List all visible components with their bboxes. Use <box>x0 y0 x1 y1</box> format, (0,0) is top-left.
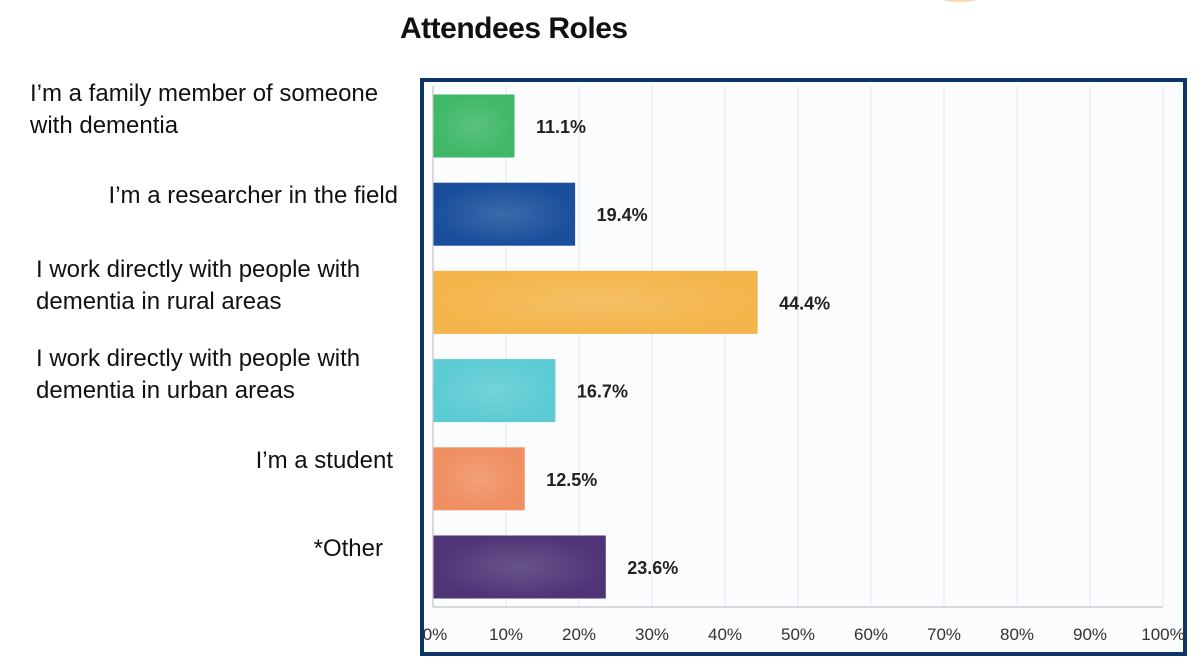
x-tick-label: 20% <box>562 625 596 644</box>
x-tick-label: 70% <box>927 625 961 644</box>
x-tick-label: 90% <box>1073 625 1107 644</box>
bar <box>433 182 576 246</box>
x-tick-label: 100% <box>1141 625 1184 644</box>
x-tick-label: 30% <box>635 625 669 644</box>
category-label: I work directly with people with <box>36 256 361 284</box>
bar <box>433 94 515 158</box>
category-label: I’m a family member of someone <box>30 80 379 107</box>
bar <box>433 359 556 423</box>
chart-title: Attendees Roles <box>400 12 628 45</box>
x-tick-label: 40% <box>708 625 742 644</box>
category-label: I’m a researcher in the field <box>108 182 398 210</box>
x-tick-label: 50% <box>781 625 815 644</box>
data-label: 16.7% <box>577 382 628 402</box>
bar <box>433 270 758 334</box>
data-label: 19.4% <box>597 205 648 225</box>
category-label: I work directly with people with <box>36 344 361 372</box>
data-label: 11.1% <box>536 117 586 137</box>
category-label: dementia in rural areas <box>36 288 282 316</box>
category-label: with dementia <box>30 112 179 139</box>
decorative-shape <box>925 0 995 2</box>
category-label: *Other <box>313 535 383 562</box>
x-tick-label: 0% <box>423 625 448 644</box>
category-label: dementia in urban areas <box>36 376 295 404</box>
category-label: I’m a student <box>255 446 393 474</box>
data-label: 44.4% <box>779 293 830 313</box>
x-tick-label: 80% <box>1000 625 1034 644</box>
x-tick-label: 60% <box>854 625 888 644</box>
data-label: 12.5% <box>546 470 597 490</box>
x-tick-label: 10% <box>489 625 523 644</box>
bar <box>433 535 606 599</box>
bar <box>433 447 525 511</box>
data-label: 23.6% <box>627 558 678 578</box>
